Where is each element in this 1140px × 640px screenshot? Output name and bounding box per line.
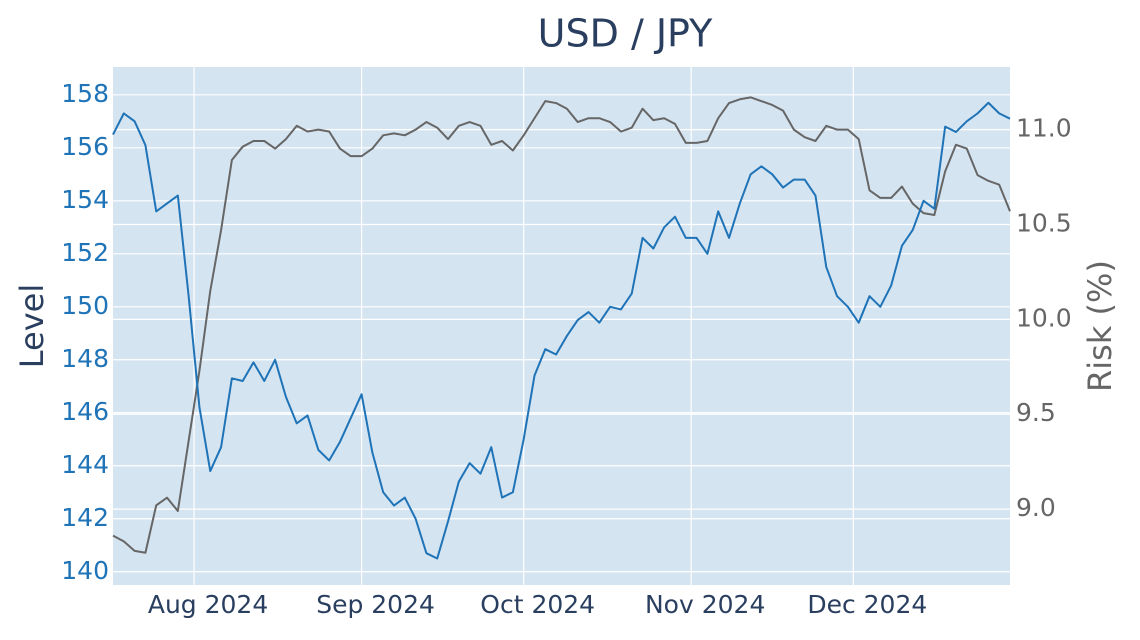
y2-tick-label: 10.5 <box>1016 208 1072 237</box>
x-tick-label: Nov 2024 <box>645 590 765 619</box>
y-tick-label: 146 <box>61 397 109 426</box>
x-tick-label: Sep 2024 <box>316 590 435 619</box>
chart-title: USD / JPY <box>538 12 713 56</box>
y2-tick-label: 10.0 <box>1016 303 1072 332</box>
x-tick-label: Aug 2024 <box>148 590 268 619</box>
y-tick-label: 144 <box>61 450 109 479</box>
y2-tick-label: 9.5 <box>1016 398 1056 427</box>
y-tick-label: 154 <box>61 185 109 214</box>
y-tick-label: 158 <box>61 79 109 108</box>
y2-axis-title: Risk (%) <box>1081 260 1119 392</box>
y-tick-label: 140 <box>61 556 109 585</box>
y-tick-label: 142 <box>61 503 109 532</box>
y2-tick-label: 11.0 <box>1016 114 1072 143</box>
y-tick-label: 152 <box>61 238 109 267</box>
line-series <box>112 101 1011 560</box>
x-tick-label: Oct 2024 <box>480 590 595 619</box>
y-tick-label: 150 <box>61 291 109 320</box>
plot-background <box>113 67 1010 585</box>
line-series <box>112 96 1011 554</box>
x-tick-label: Dec 2024 <box>807 590 927 619</box>
y-tick-label: 156 <box>61 132 109 161</box>
y-axis-title: Level <box>13 284 51 368</box>
y2-tick-label: 9.0 <box>1016 493 1056 522</box>
y-tick-label: 148 <box>61 344 109 373</box>
